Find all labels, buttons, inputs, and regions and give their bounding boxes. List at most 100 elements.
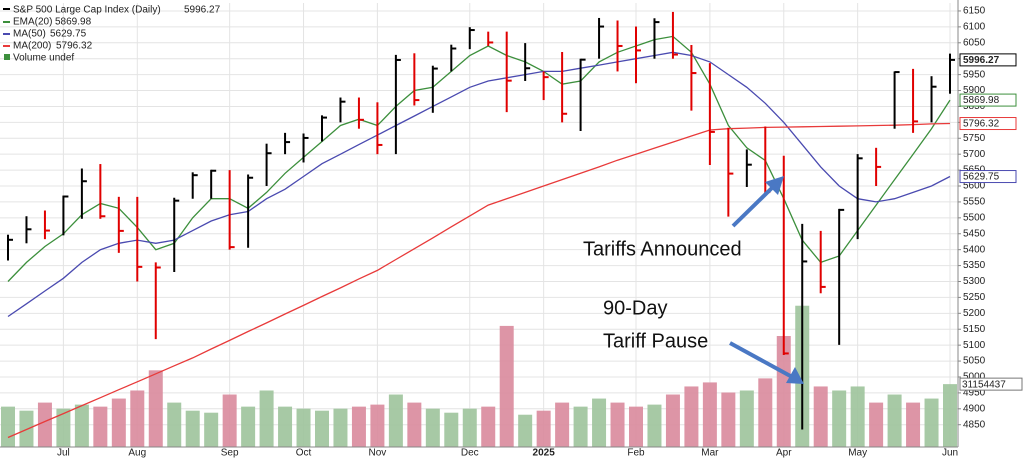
y-tick-label: 5300	[963, 276, 986, 287]
y-tick-label: 5100	[963, 340, 986, 351]
legend-value: 5996.27	[184, 5, 221, 16]
arrow-head	[765, 176, 784, 195]
x-tick-label: Dec	[461, 448, 479, 459]
y-tick-label: 5600	[963, 181, 986, 192]
legend-value: 5869.98	[55, 17, 92, 28]
volume-bar	[813, 386, 828, 447]
ma-line	[7, 51, 951, 318]
volume-bar	[573, 406, 588, 447]
annotation: Tariff Pause	[603, 330, 708, 352]
legend-entry: MA(200)	[13, 41, 51, 52]
y-tick-label: 5250	[963, 292, 986, 303]
value-tag-label: 5796.32	[963, 119, 1000, 130]
legend-value: 5796.32	[56, 41, 93, 52]
y-tick-label: 5750	[963, 133, 986, 144]
y-tick-label: 6100	[963, 22, 986, 33]
volume-bar	[351, 406, 366, 447]
legend-entry: MA(50)	[13, 29, 46, 40]
volume-bar	[204, 412, 219, 447]
value-tag	[959, 53, 1017, 67]
x-tick-label: May	[848, 448, 867, 459]
volume-bar	[1, 406, 15, 447]
x-tick-label: Oct	[296, 448, 312, 459]
x-tick-label: Mar	[701, 448, 719, 459]
volume-bar	[259, 390, 274, 447]
arrow	[731, 182, 778, 228]
volume-bar	[167, 402, 182, 447]
volume-bar	[665, 394, 680, 447]
volume-bar	[241, 406, 256, 447]
y-tick-label: 5450	[963, 228, 986, 239]
value-tag-label: 5869.98	[963, 95, 1000, 106]
volume-bar	[850, 386, 865, 447]
y-tick-label: 4850	[963, 419, 986, 430]
legend-title: S&P 500 Large Cap Index (Daily)	[13, 5, 161, 16]
y-tick-label: 4950	[963, 388, 986, 399]
y-tick-label: 4900	[963, 403, 986, 414]
volume-bar	[906, 402, 921, 447]
volume-bar	[629, 406, 643, 447]
value-tag-label: 5629.75	[963, 172, 1000, 183]
x-tick-label: Sep	[221, 448, 239, 459]
volume-bar	[370, 404, 385, 447]
volume-bar	[536, 410, 551, 447]
value-tag-label: 5996.27	[963, 55, 1000, 66]
volume-bar	[924, 398, 939, 447]
volume-bar	[702, 382, 717, 447]
x-tick-label: Jul	[57, 448, 70, 459]
y-tick-label: 5950	[963, 69, 986, 80]
volume-bar	[887, 394, 902, 447]
volume-bar	[296, 408, 311, 447]
volume-bar	[74, 404, 89, 447]
volume-bar	[425, 408, 440, 447]
x-tick-label: Apr	[776, 448, 792, 459]
volume-bar	[185, 410, 200, 447]
y-tick-label: 5550	[963, 197, 986, 208]
volume-bar	[832, 390, 847, 447]
x-tick-label: Nov	[369, 448, 387, 459]
y-tick-label: 5350	[963, 260, 986, 271]
legend: S&P 500 Large Cap Index (Daily) 5996.27 …	[3, 5, 221, 64]
x-tick-label: Feb	[627, 448, 645, 459]
volume-bar	[758, 378, 773, 447]
volume-bar	[481, 406, 496, 447]
annotation: Tariffs Announced	[583, 238, 742, 260]
volume-bar	[739, 390, 754, 447]
volume-bar	[315, 410, 329, 447]
volume-bar	[518, 414, 533, 447]
legend-entry: Volume undef	[13, 53, 74, 64]
volume-bar	[222, 394, 237, 447]
x-tick-label: Aug	[128, 448, 146, 459]
volume-bar	[56, 408, 71, 447]
volume-bar	[647, 404, 662, 447]
volume-bar	[93, 406, 108, 447]
volume-bar	[555, 402, 570, 447]
y-tick-label: 5400	[963, 244, 986, 255]
volume-bar	[462, 408, 477, 447]
ma-line	[7, 122, 951, 439]
volume-bar	[111, 398, 126, 447]
volume-bar	[610, 402, 625, 447]
volume-bar	[499, 325, 514, 447]
volume-bar	[388, 394, 403, 447]
arrow-head	[786, 367, 804, 384]
x-tick-label: Jun	[942, 448, 958, 459]
volume-bar	[943, 384, 957, 447]
ma-line	[7, 35, 951, 282]
y-tick-label: 5150	[963, 324, 986, 335]
value-tags: 4850 4900 4950 5000 5050 5100 5150 5200 5250 5300…	[57, 6, 1023, 459]
y-tick-label: 6050	[963, 37, 986, 48]
y-tick-label: 5900	[963, 85, 986, 96]
volume-bar	[407, 402, 422, 447]
value-tag	[959, 170, 1017, 184]
volume-bar	[130, 390, 145, 447]
volume-bar	[776, 336, 791, 447]
legend-value: 5629.75	[50, 29, 87, 40]
annotations: Tariffs Announced 90-Day Tariff Pause	[583, 176, 804, 384]
y-tick-label: 5000	[963, 372, 986, 383]
volume-bar	[333, 408, 348, 447]
value-tag-label: 31154437	[962, 379, 1006, 390]
x-tick-label: 2025	[533, 448, 556, 459]
